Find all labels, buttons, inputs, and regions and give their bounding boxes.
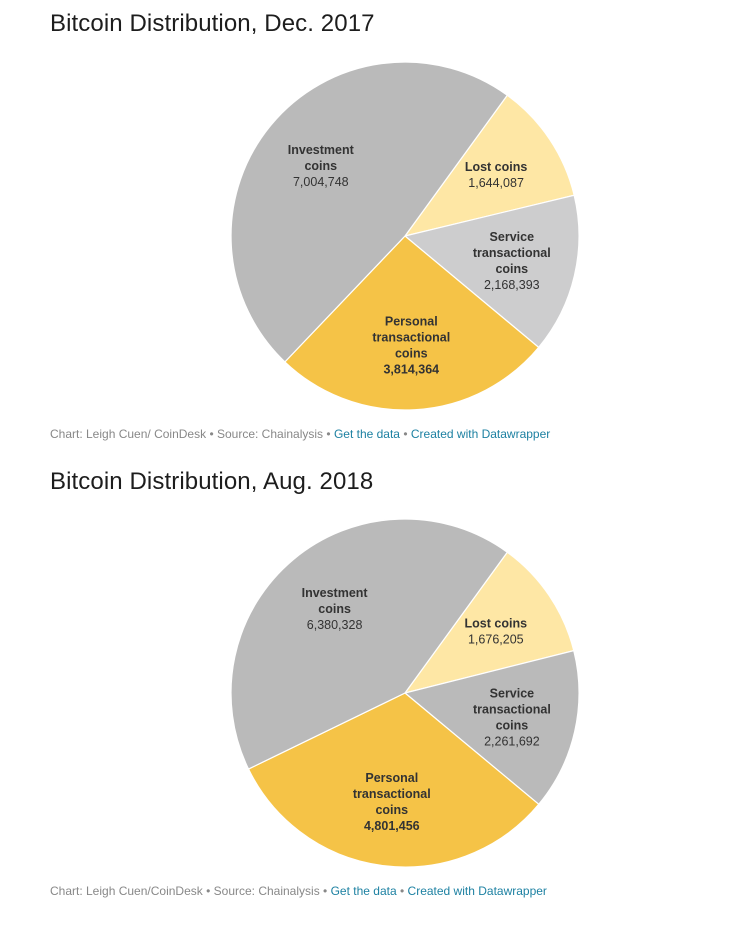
datawrapper-link[interactable]: Created with Datawrapper: [407, 884, 547, 898]
slice-name: transactional: [372, 330, 450, 344]
footer-separator: •: [209, 427, 214, 441]
pie-slice-service-transactional-coins: [403, 649, 580, 806]
slice-name: Service: [490, 686, 535, 700]
pie-slice-service-transactional-coins: [403, 194, 580, 349]
slice-value: 3,814,364: [383, 362, 439, 376]
slice-name: coins: [395, 346, 428, 360]
pie-slice-personal-transactional-coins: [284, 235, 540, 411]
slice-value: 2,261,692: [484, 734, 540, 748]
slice-name: Service: [490, 230, 535, 244]
slice-label-personal-transactional-coins: Personal transactional coins 4,801,456: [353, 771, 431, 833]
slice-name: Personal: [385, 314, 438, 328]
slice-name: Investment: [288, 143, 355, 157]
slice-name: Personal: [365, 771, 418, 785]
slice-name: coins: [495, 262, 528, 276]
pie-chart: Lost coins 1,644,087 Service transactional c…: [230, 61, 580, 411]
chart-title: Bitcoin Distribution, Aug. 2018: [50, 468, 374, 495]
slice-label-lost-coins: Lost coins 1,644,087: [465, 160, 528, 190]
slice-label-personal-transactional-coins: Personal transactional coins 3,814,364: [372, 314, 450, 376]
footer-separator: •: [323, 884, 328, 898]
slice-value: 2,168,393: [484, 278, 540, 292]
footer-separator: •: [326, 427, 331, 441]
chart-title: Bitcoin Distribution, Dec. 2017: [50, 10, 375, 37]
slice-value: 7,004,748: [293, 175, 349, 189]
slice-name: Investment: [302, 586, 369, 600]
chart-dec-2017: Bitcoin Distribution, Dec. 2017 Lost coi…: [0, 0, 752, 458]
slice-value: 1,676,205: [468, 633, 524, 647]
slice-name: coins: [375, 803, 408, 817]
slice-label-investment-coins: Investment coins 7,004,748: [288, 143, 355, 189]
slice-label-investment-coins: Investment coins 6,380,328: [302, 586, 369, 632]
footer-credit: Chart: Leigh Cuen/ CoinDesk: [50, 427, 207, 441]
slice-value: 6,380,328: [307, 618, 363, 632]
pie-slice-investment-coins: [230, 518, 509, 770]
footer-separator: •: [206, 884, 211, 898]
chart-footer: Chart: Leigh Cuen/ CoinDesk • Source: Ch…: [50, 427, 550, 441]
chart-aug-2018: Bitcoin Distribution, Aug. 2018 Lost coi…: [0, 458, 752, 930]
slice-label-service-transactional-coins: Service transactional coins 2,168,393: [473, 230, 551, 292]
pie-slice-lost-coins: [403, 94, 575, 237]
slice-name: transactional: [473, 702, 551, 716]
get-data-link[interactable]: Get the data: [333, 427, 400, 441]
datawrapper-link[interactable]: Created with Datawrapper: [410, 427, 551, 441]
slice-name: coins: [318, 602, 351, 616]
slice-name: coins: [496, 718, 529, 732]
footer-source: Source: Chainalysis: [216, 427, 324, 441]
pie-slice-investment-coins: [230, 61, 509, 363]
slice-value: 4,801,456: [364, 819, 420, 833]
slice-value: 1,644,087: [468, 176, 524, 190]
slice-label-service-transactional-coins: Service transactional coins 2,261,692: [473, 686, 551, 748]
slice-name: transactional: [353, 787, 431, 801]
pie-slice-personal-transactional-coins: [247, 692, 540, 868]
pie-chart: Lost coins 1,676,205 Service transactional c…: [230, 518, 580, 868]
footer-credit: Chart: Leigh Cuen/CoinDesk: [50, 884, 203, 898]
slice-name: Lost coins: [465, 617, 528, 631]
footer-separator: •: [403, 427, 408, 441]
pie-slice-lost-coins: [403, 551, 575, 694]
slice-name: coins: [304, 159, 337, 173]
get-data-link[interactable]: Get the data: [330, 884, 397, 898]
chart-footer: Chart: Leigh Cuen/CoinDesk • Source: Cha…: [50, 884, 547, 898]
footer-separator: •: [399, 884, 405, 898]
slice-name: Lost coins: [465, 160, 528, 174]
slice-name: transactional: [473, 246, 551, 260]
slice-label-lost-coins: Lost coins 1,676,205: [465, 617, 528, 647]
footer-source: Source: Chainalysis: [213, 884, 320, 898]
